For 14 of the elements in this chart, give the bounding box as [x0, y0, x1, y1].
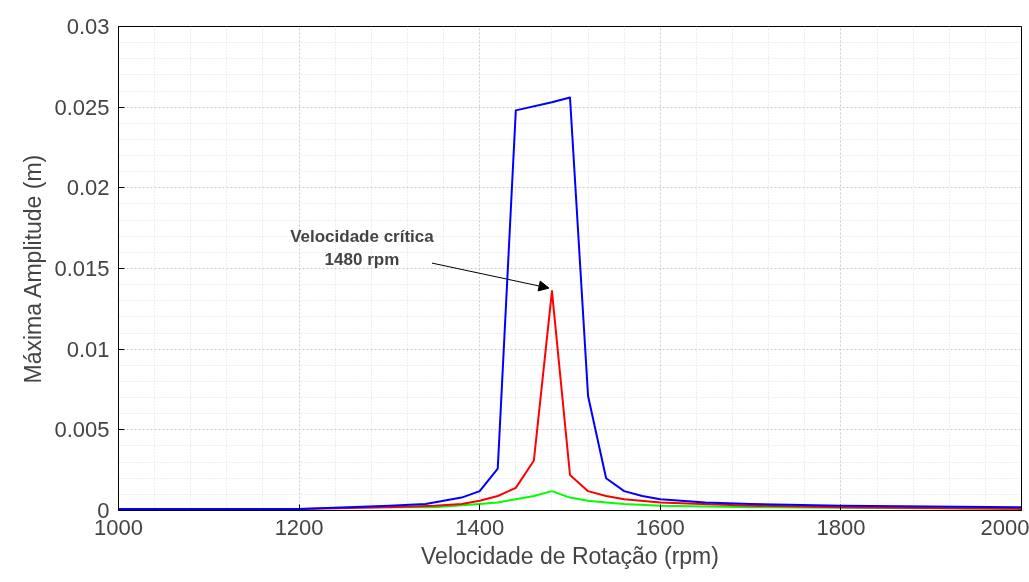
y-tick-label: 0.02	[66, 175, 110, 201]
x-tick-label: 1400	[455, 514, 505, 540]
y-tick-label: 0.03	[66, 14, 110, 39]
x-tick-label: 2000	[980, 514, 1029, 540]
x-axis-title: Velocidade de Rotação (rpm)	[421, 542, 719, 569]
y-tick-label: 0.025	[54, 94, 110, 120]
x-tick-label: 1200	[274, 514, 324, 540]
y-axis-title: Máxima Amplitude (m)	[20, 154, 47, 384]
annotation: Velocidade crítica 1480 rpm	[290, 227, 435, 270]
y-tick-label: 0.015	[54, 256, 110, 281]
y-tick-label: 0.005	[54, 417, 110, 443]
x-tick-label: 1800	[816, 514, 866, 540]
x-tick-label: 1600	[635, 514, 685, 540]
y-tick-label: 0.01	[66, 336, 110, 362]
